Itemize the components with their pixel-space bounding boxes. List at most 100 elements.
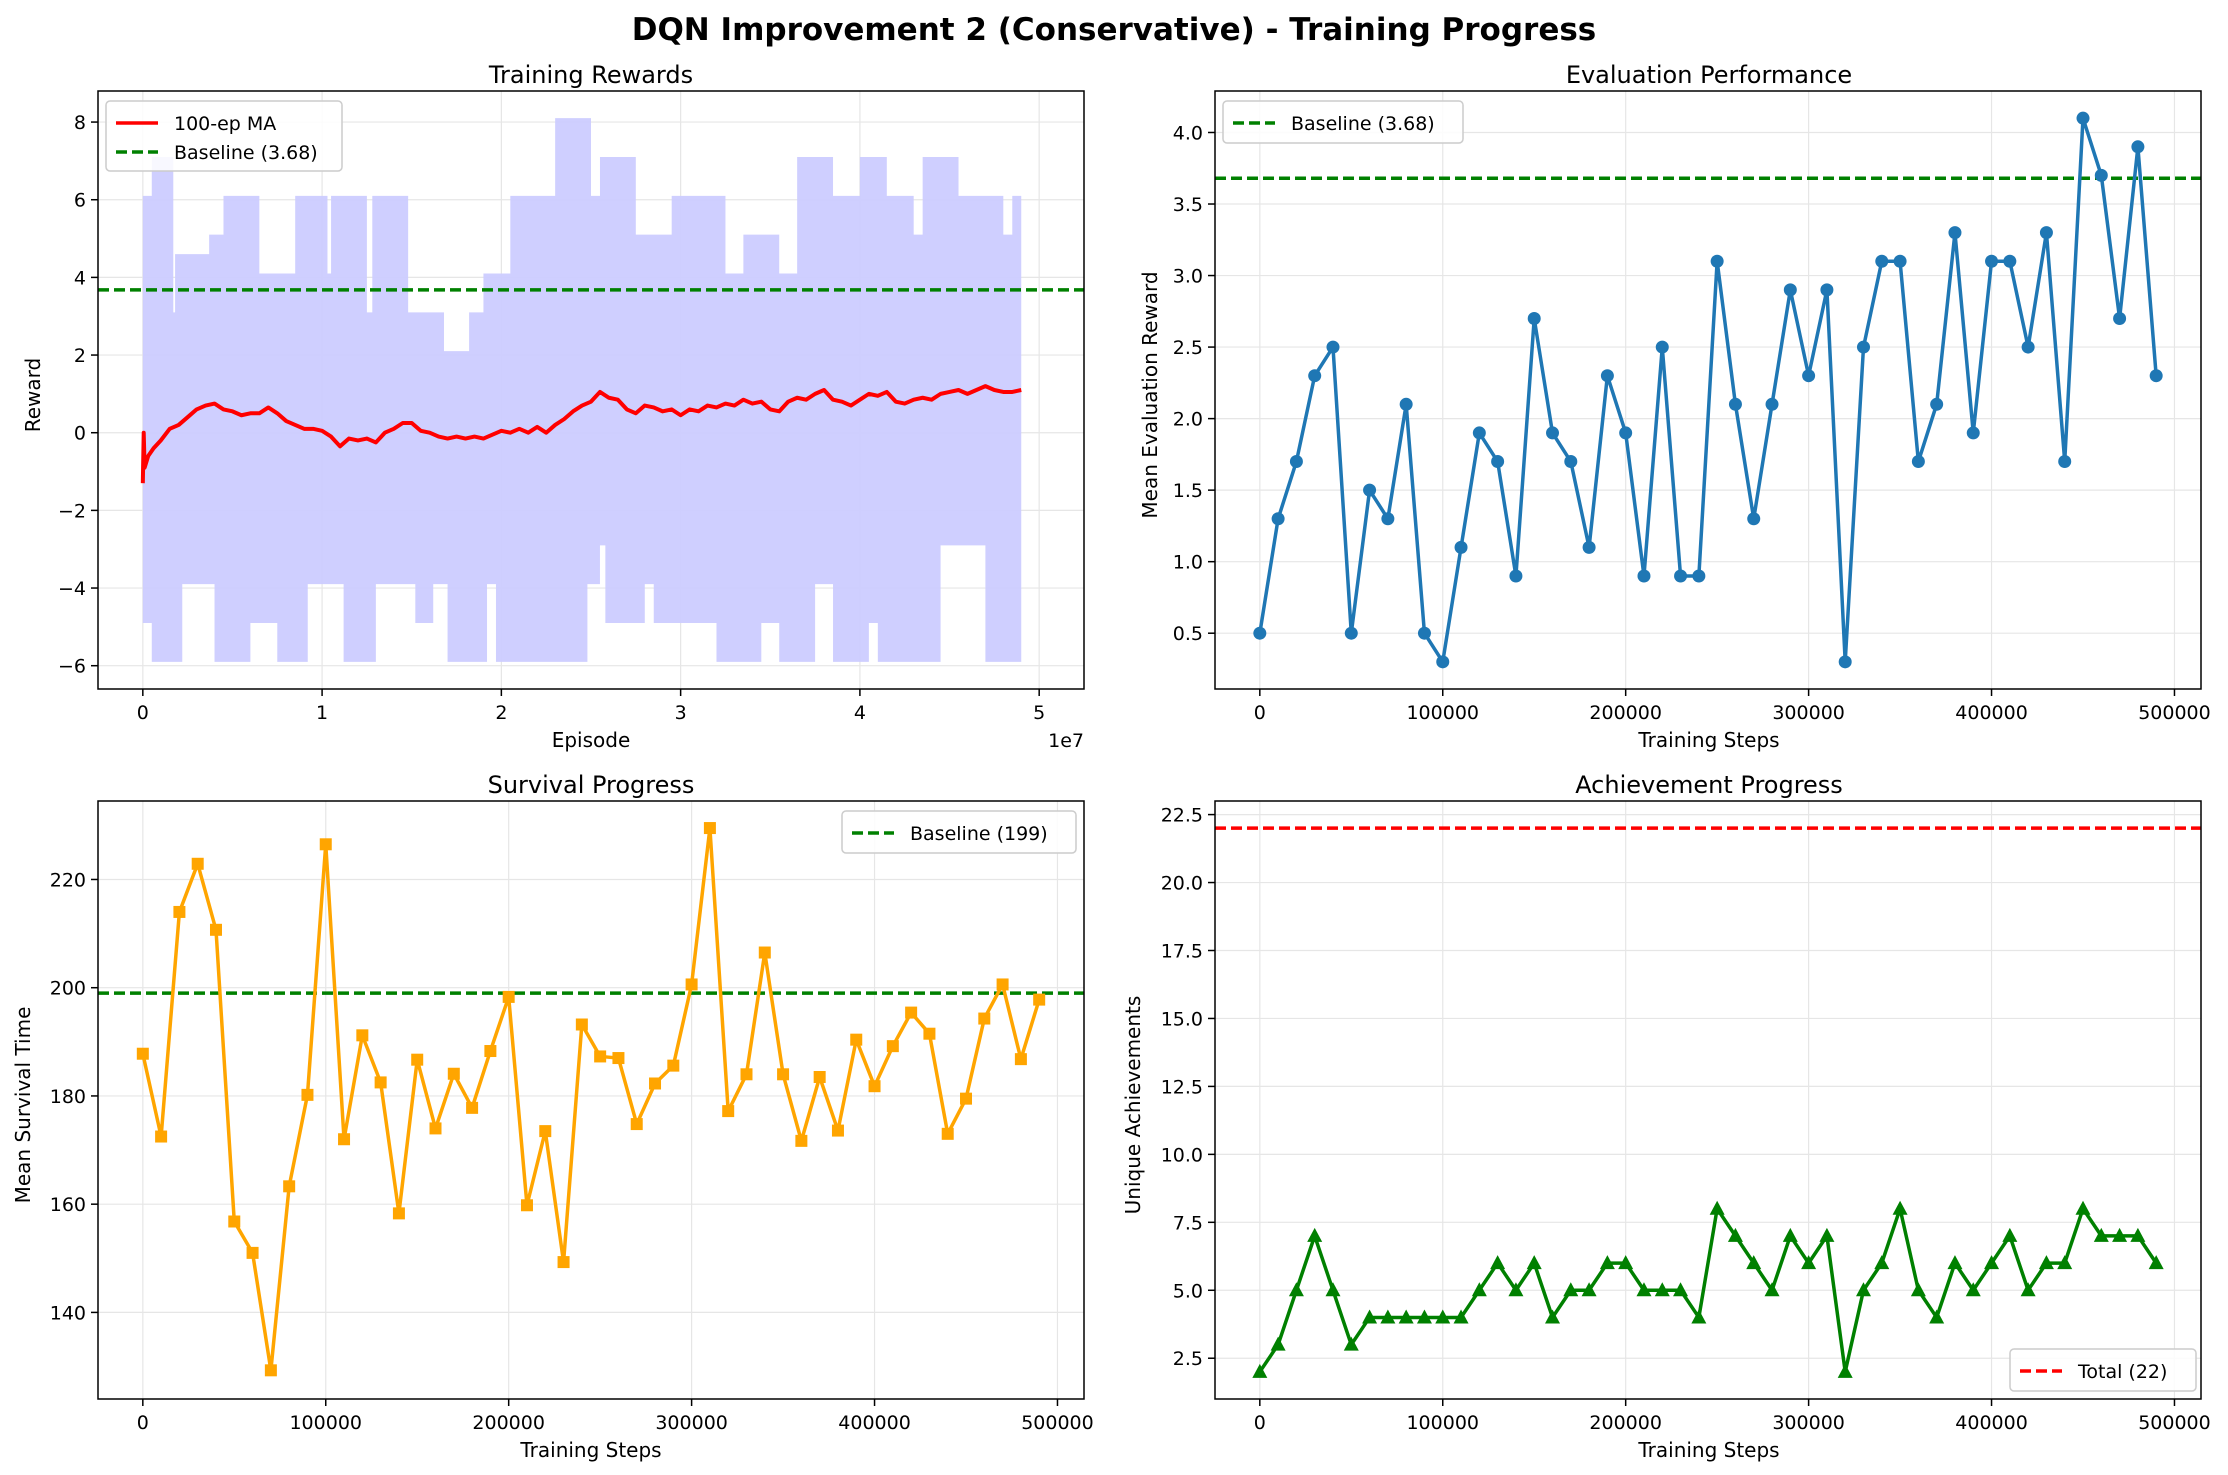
y-tick-label: 7.5 xyxy=(1173,1212,1203,1234)
data-point xyxy=(740,1068,753,1081)
data-point xyxy=(1874,1255,1890,1270)
data-point xyxy=(1692,569,1706,583)
data-point xyxy=(1270,1336,1286,1351)
data-point xyxy=(777,1068,790,1081)
data-point xyxy=(1837,1363,1853,1378)
axes-frame xyxy=(97,800,1085,1400)
y-tick-label: 140 xyxy=(50,1302,86,1324)
data-point xyxy=(1599,1255,1615,1270)
y-tick-label: 1.5 xyxy=(1173,480,1203,502)
data-point xyxy=(1545,1309,1561,1324)
data-point xyxy=(1856,340,1870,354)
legend: 100-ep MA Baseline (3.68) xyxy=(105,100,343,172)
y-tick-label: 2.5 xyxy=(1173,1348,1203,1370)
data-point xyxy=(1636,1282,1652,1297)
data-point xyxy=(594,1050,607,1063)
data-point xyxy=(1416,1309,1432,1324)
data-point xyxy=(1581,1282,1597,1297)
legend-label-baseline: Baseline (3.68) xyxy=(1291,113,1435,135)
data-point xyxy=(612,1052,625,1065)
panel-title: Survival Progress xyxy=(488,771,695,799)
y-tick-label: 4 xyxy=(74,267,86,289)
data-point xyxy=(1855,1282,1871,1297)
data-point xyxy=(1564,455,1578,469)
data-point xyxy=(1600,369,1614,383)
data-point xyxy=(1875,254,1889,268)
data-point xyxy=(1399,397,1413,411)
data-point xyxy=(173,905,186,918)
data-point xyxy=(1509,569,1523,583)
data-point xyxy=(1929,1309,1945,1324)
data-point xyxy=(1271,512,1285,526)
x-tick-label: 0 xyxy=(1254,702,1266,724)
legend-label-ma: 100-ep MA xyxy=(174,113,276,135)
data-point xyxy=(1910,1282,1926,1297)
data-point xyxy=(356,1029,369,1042)
data-point xyxy=(1380,1309,1396,1324)
y-tick-label: −2 xyxy=(58,500,86,522)
x-tick-label: 200000 xyxy=(1589,1412,1662,1434)
data-point xyxy=(1508,1282,1524,1297)
data-point xyxy=(1819,1227,1835,1242)
data-point xyxy=(1673,1282,1689,1297)
y-tick-label: 3.0 xyxy=(1173,266,1203,288)
data-point xyxy=(2075,1200,2091,1215)
data-point xyxy=(2112,1227,2128,1242)
panel-title: Evaluation Performance xyxy=(1566,61,1852,89)
data-point xyxy=(1783,283,1797,297)
legend-frame xyxy=(1222,100,1464,144)
x-tick-label: 300000 xyxy=(655,1412,728,1434)
axes-frame xyxy=(97,90,1085,690)
y-axis-label: Reward xyxy=(21,358,45,432)
x-tick-label: 5 xyxy=(1033,702,1045,724)
data-point xyxy=(1691,1309,1707,1324)
data-point xyxy=(813,1071,826,1083)
data-point xyxy=(2130,1227,2146,1242)
data-point xyxy=(209,923,222,936)
data-point xyxy=(136,1047,149,1060)
data-point xyxy=(868,1080,881,1093)
data-point xyxy=(1546,426,1560,440)
x-tick-label: 100000 xyxy=(1406,702,1479,724)
y-tick-label: 17.5 xyxy=(1161,941,1203,963)
panel-title: Achievement Progress xyxy=(1575,771,1843,799)
x-axis-label: Training Steps xyxy=(1637,1438,1779,1462)
x-axis-label: Training Steps xyxy=(519,1438,661,1462)
y-tick-label: 1.0 xyxy=(1173,552,1203,574)
data-point xyxy=(1454,540,1468,554)
data-point xyxy=(1471,1282,1487,1297)
data-point xyxy=(1747,512,1761,526)
data-point xyxy=(1381,512,1395,526)
y-tick-label: 160 xyxy=(50,1194,86,1216)
data-point xyxy=(1453,1309,1469,1324)
x-tick-label: 0 xyxy=(1254,1412,1266,1434)
data-point xyxy=(447,1067,460,1080)
data-point xyxy=(1491,455,1505,469)
data-point xyxy=(1930,397,1944,411)
legend: Baseline (3.68) xyxy=(1222,100,1464,144)
x-tick-label: 1 xyxy=(316,702,328,724)
data-point xyxy=(1985,254,1999,268)
y-tick-label: 12.5 xyxy=(1161,1076,1203,1098)
data-point xyxy=(1563,1282,1579,1297)
data-point xyxy=(1436,655,1450,669)
reward-range-band xyxy=(142,118,1022,662)
data-point xyxy=(1618,1255,1634,1270)
data-point xyxy=(264,1364,277,1377)
moving-average-line xyxy=(140,384,1022,484)
x-tick-label: 400000 xyxy=(838,1412,911,1434)
x-tick-label: 500000 xyxy=(1021,1412,1094,1434)
data-point xyxy=(758,946,771,959)
data-point xyxy=(1398,1309,1414,1324)
data-point xyxy=(1746,1255,1762,1270)
x-tick-label: 100000 xyxy=(289,1412,362,1434)
y-tick-label: 220 xyxy=(50,869,86,891)
y-tick-label: 4.0 xyxy=(1173,122,1203,144)
data-point xyxy=(466,1101,479,1114)
data-point xyxy=(1893,254,1907,268)
data-point xyxy=(1655,340,1669,354)
data-point xyxy=(831,1124,844,1137)
x-tick-label: 400000 xyxy=(1955,702,2028,724)
data-point xyxy=(667,1059,680,1072)
